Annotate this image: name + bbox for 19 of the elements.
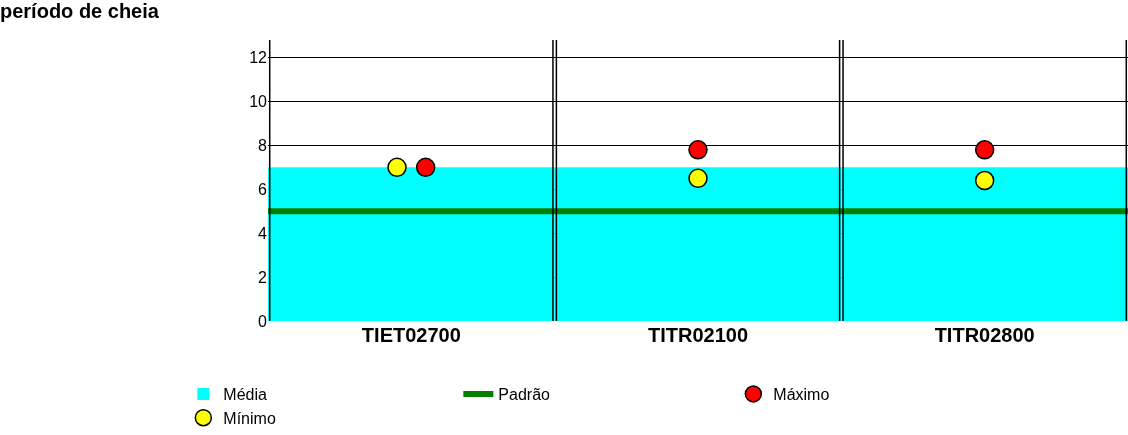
- y-tick-label: 6: [258, 180, 268, 198]
- y-tick-label: 4: [258, 224, 268, 242]
- x-tick-label: TITR02100: [647, 324, 749, 346]
- x-tick-label: TIET02700: [361, 324, 461, 346]
- point: [688, 168, 708, 189]
- y-tick-label: 8: [258, 136, 268, 154]
- y-tick-label: 2: [258, 268, 268, 286]
- point: [974, 170, 995, 191]
- legend-label: Máximo: [773, 386, 830, 404]
- text: período de cheia: [0, 0, 160, 23]
- y-tick-label: 10: [249, 93, 268, 111]
- y-tick-label: 12: [249, 49, 268, 67]
- legend-label: Padrão: [498, 386, 551, 404]
- y-tick-label: 0: [258, 312, 268, 330]
- x-tick-label: TITR02800: [934, 324, 1035, 346]
- point: [688, 140, 708, 160]
- point: [974, 140, 995, 160]
- legend-label: Mínimo: [223, 409, 276, 427]
- legend-label: Média: [223, 386, 268, 404]
